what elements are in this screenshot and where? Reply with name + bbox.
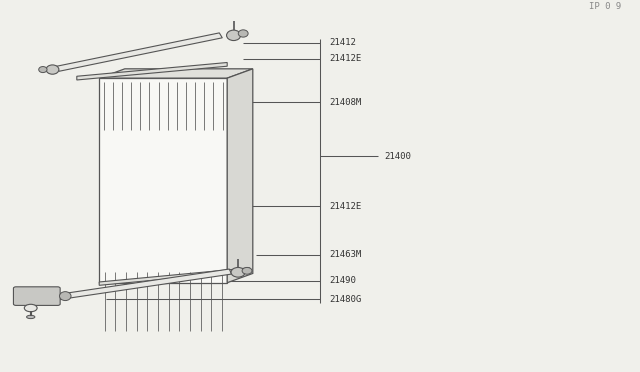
Text: 21480G: 21480G bbox=[330, 295, 362, 304]
Text: 21412: 21412 bbox=[330, 38, 356, 47]
Text: IP 0 9: IP 0 9 bbox=[589, 2, 621, 11]
Text: 21463M: 21463M bbox=[330, 250, 362, 259]
Polygon shape bbox=[56, 33, 222, 71]
Polygon shape bbox=[99, 69, 253, 78]
Text: 21412E: 21412E bbox=[330, 54, 362, 63]
Text: 21412E: 21412E bbox=[330, 202, 362, 211]
Ellipse shape bbox=[227, 30, 241, 41]
Ellipse shape bbox=[231, 267, 245, 277]
Polygon shape bbox=[227, 69, 253, 283]
Polygon shape bbox=[53, 269, 232, 300]
Polygon shape bbox=[99, 268, 250, 285]
FancyBboxPatch shape bbox=[13, 287, 60, 305]
Polygon shape bbox=[77, 62, 227, 80]
Text: 21400: 21400 bbox=[384, 152, 411, 161]
Text: 21408M: 21408M bbox=[330, 98, 362, 107]
Ellipse shape bbox=[46, 65, 59, 74]
Polygon shape bbox=[99, 78, 227, 283]
Ellipse shape bbox=[242, 267, 252, 274]
Ellipse shape bbox=[38, 67, 47, 73]
Text: 21490: 21490 bbox=[330, 276, 356, 285]
Ellipse shape bbox=[27, 315, 35, 318]
Ellipse shape bbox=[238, 30, 248, 37]
Circle shape bbox=[24, 304, 37, 312]
Ellipse shape bbox=[60, 292, 71, 301]
